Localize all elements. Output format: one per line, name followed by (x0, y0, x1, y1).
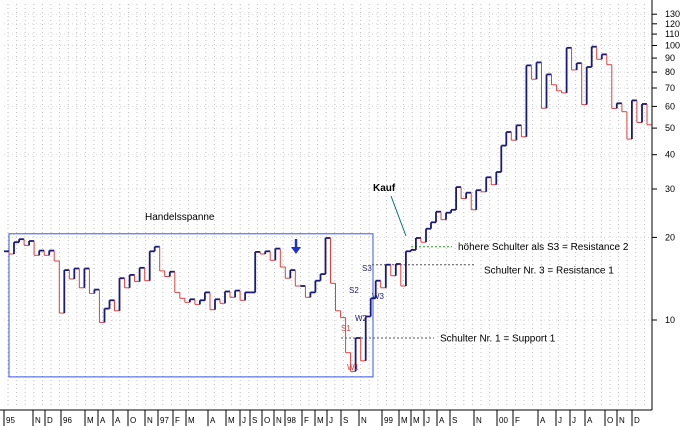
y-tick-label: 130 (665, 9, 680, 19)
grid-horizontal-lines (4, 13, 652, 321)
y-tick-label: 20 (665, 232, 675, 242)
x-tick-label: N (35, 416, 41, 425)
y-tick-label: 90 (665, 53, 675, 63)
trading-range-box (8, 233, 374, 378)
x-tick-label: J (329, 416, 333, 425)
x-axis-ticks: 95 N D 96 M A A O N 97 F M A M J S O N 98 F M J S N 99 M M J A S N 00 F A… (3, 410, 640, 426)
x-tick-label: O (607, 416, 613, 425)
x-tick-label: N (619, 416, 625, 425)
down-arrow-icon (291, 239, 301, 254)
x-tick-label: A (439, 416, 445, 425)
x-tick-label: A (587, 416, 593, 425)
x-tick-label: A (100, 416, 106, 425)
price-series (4, 45, 652, 372)
x-tick-label: F (175, 416, 180, 425)
y-tick-label: 30 (665, 184, 675, 194)
level-guide-lines (341, 246, 476, 339)
x-tick-label: N (276, 416, 282, 425)
x-tick-label: O (130, 416, 136, 425)
x-tick-label: M (413, 416, 420, 425)
x-tick-label: S (452, 416, 457, 425)
x-tick-label: M (317, 416, 324, 425)
x-tick-label: 00 (499, 416, 508, 425)
x-tick-label: J (426, 416, 430, 425)
label-w3: W3 (372, 292, 385, 301)
x-tick-label: S (343, 416, 348, 425)
x-tick-label: 97 (160, 416, 169, 425)
x-tick-label: F (515, 416, 520, 425)
x-tick-label: D (47, 416, 53, 425)
x-tick-label: 95 (6, 416, 15, 425)
kauf-pointer (390, 195, 407, 237)
x-tick-label: A (210, 416, 216, 425)
y-tick-label: 110 (665, 29, 679, 39)
x-tick-label: N (361, 416, 367, 425)
x-tick-label: O (264, 416, 270, 425)
x-tick-label: M (87, 416, 94, 425)
x-tick-label: M (188, 416, 195, 425)
y-tick-label: 10 (665, 315, 675, 325)
x-tick-label: J (558, 416, 562, 425)
y-tick-label: 70 (665, 83, 675, 93)
y-tick-label: 120 (665, 19, 680, 29)
y-tick-label: 60 (665, 101, 675, 111)
label-s3: S3 (362, 264, 372, 273)
label-resistance-1: Schulter Nr. 3 = Resistance 1 (484, 266, 614, 277)
label-w1: W1 (347, 363, 360, 372)
label-handelsspanne: Handelsspanne (145, 212, 215, 223)
x-tick-label: A (115, 416, 121, 425)
x-tick-label: S (252, 416, 257, 425)
x-tick-label: N (147, 416, 153, 425)
x-tick-label: 99 (384, 416, 393, 425)
x-tick-label: J (242, 416, 246, 425)
y-tick-label: 40 (665, 150, 675, 160)
x-tick-label: M (401, 416, 408, 425)
y-tick-label: 80 (665, 67, 675, 77)
x-tick-label: N (476, 416, 482, 425)
grid-vertical-lines (7, 4, 645, 406)
x-tick-label: 98 (287, 416, 296, 425)
x-tick-label: M (228, 416, 235, 425)
x-tick-label: A (540, 416, 546, 425)
label-s1: S1 (341, 324, 351, 333)
label-support-1: Schulter Nr. 1 = Support 1 (440, 334, 556, 345)
y-tick-label: 100 (665, 41, 680, 51)
x-tick-label: 96 (63, 416, 72, 425)
label-s2: S2 (349, 286, 359, 295)
label-resistance-2: höhere Schulter als S3 = Resistance 2 (458, 242, 629, 253)
y-tick-label: 50 (665, 123, 675, 133)
x-tick-label: F (304, 416, 309, 425)
x-tick-label: D (634, 416, 640, 425)
label-w2: W2 (355, 314, 368, 323)
x-tick-label: J (572, 416, 576, 425)
annotation-labels: Handelsspanne Kauf höhere Schulter als S3 … (145, 183, 629, 372)
label-kauf: Kauf (373, 183, 396, 194)
